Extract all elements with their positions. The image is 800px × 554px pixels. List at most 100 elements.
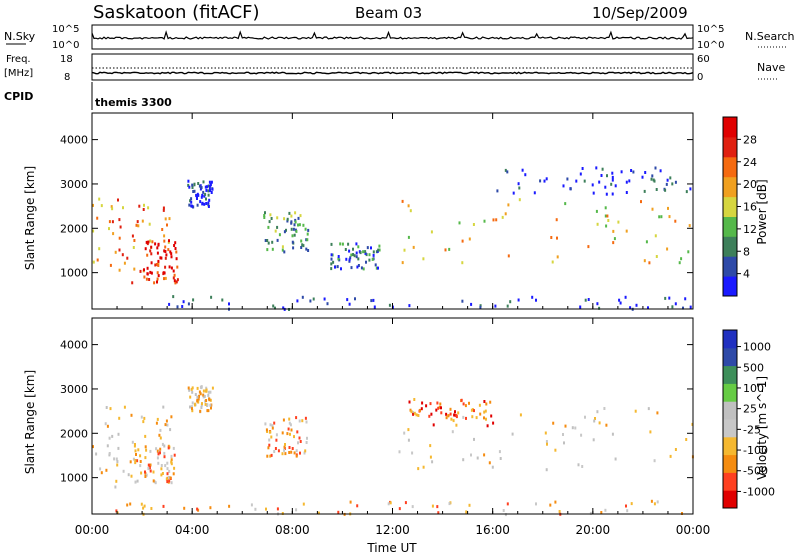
data-point: [144, 247, 147, 251]
data-point: [162, 208, 165, 212]
data-point: [635, 303, 638, 307]
data-point: [290, 221, 293, 225]
velocity-y-axis: 1000 2000 3000 4000: [60, 339, 693, 485]
data-point: [165, 419, 168, 423]
data-point: [149, 463, 152, 467]
data-point: [604, 214, 607, 218]
data-point: [126, 503, 129, 507]
data-point: [472, 223, 475, 226]
data-point: [334, 265, 336, 269]
data-point: [168, 239, 170, 243]
data-point: [109, 407, 112, 411]
data-point: [293, 451, 296, 455]
freq-tick-top: 18: [60, 54, 73, 65]
data-point: [108, 227, 110, 231]
data-point: [143, 268, 145, 272]
data-point: [275, 433, 278, 437]
data-point: [205, 202, 208, 205]
velocity-colorbar: 1000 500 100 25 -25 -100 -500 -1000: [722, 329, 775, 509]
freq-tick-bottom: 8: [64, 72, 70, 83]
data-point: [198, 394, 200, 398]
data-point: [115, 479, 118, 483]
data-point: [626, 509, 629, 513]
data-point: [611, 192, 614, 196]
data-point: [173, 273, 176, 277]
data-point: [357, 245, 360, 249]
data-point: [430, 412, 433, 416]
data-point: [286, 217, 289, 221]
data-point: [269, 423, 272, 427]
data-point: [479, 305, 482, 309]
data-point: [293, 435, 295, 439]
data-point: [323, 297, 326, 301]
data-point: [339, 242, 342, 246]
data-point: [204, 192, 207, 196]
data-point: [108, 220, 111, 224]
data-point: [348, 258, 351, 262]
colorbar-segment: [723, 136, 737, 158]
data-point: [440, 406, 442, 410]
data-point: [595, 166, 598, 170]
data-point: [330, 267, 333, 271]
data-point: [465, 510, 468, 514]
data-point: [156, 456, 159, 460]
data-point: [666, 247, 669, 251]
power-panel-frame: [91, 112, 694, 310]
data-point: [208, 184, 211, 188]
data-point: [349, 500, 352, 504]
data-point: [504, 212, 507, 216]
data-point: [669, 454, 672, 458]
data-point: [205, 403, 208, 407]
nsky-label: N.Sky: [4, 30, 36, 43]
data-point: [272, 304, 275, 308]
data-point: [507, 254, 510, 258]
data-point: [564, 424, 567, 428]
data-point: [154, 481, 157, 485]
data-point: [110, 205, 113, 209]
data-point: [209, 506, 212, 510]
data-point: [169, 476, 172, 480]
data-point: [197, 397, 200, 401]
freq-trace: [91, 71, 694, 75]
data-point: [539, 179, 542, 183]
data-point: [282, 418, 285, 422]
data-point: [562, 433, 564, 436]
data-point: [156, 251, 159, 255]
data-point: [543, 179, 546, 183]
data-point: [154, 263, 157, 267]
data-point: [556, 255, 559, 259]
data-point: [199, 385, 202, 389]
data-point: [411, 505, 414, 509]
data-point: [204, 402, 207, 406]
data-point: [109, 263, 112, 267]
data-point: [283, 448, 286, 452]
data-point: [146, 266, 149, 270]
data-point: [190, 387, 193, 391]
data-point: [269, 454, 272, 458]
data-point: [172, 472, 175, 476]
data-point: [555, 218, 558, 222]
data-point: [483, 410, 486, 414]
data-point: [273, 421, 276, 425]
data-point: [191, 401, 194, 405]
data-point: [157, 259, 160, 263]
data-point: [656, 411, 659, 415]
data-point: [274, 447, 277, 450]
data-point: [378, 248, 381, 252]
data-point: [117, 198, 119, 202]
y-tick-label: 4000: [60, 339, 88, 352]
nave-label: Nave: [757, 61, 785, 74]
data-point: [269, 430, 272, 434]
data-point: [183, 506, 186, 510]
data-point: [458, 221, 461, 225]
data-point: [299, 214, 302, 218]
data-point: [517, 182, 520, 186]
data-point: [206, 185, 208, 189]
data-point: [148, 278, 151, 281]
x-tick-label: 20:00: [576, 523, 611, 537]
data-point: [566, 177, 569, 181]
nsky-tick-bottom: 10^0: [52, 40, 79, 51]
data-point: [144, 434, 147, 438]
data-point: [118, 248, 121, 252]
data-point: [282, 306, 285, 310]
